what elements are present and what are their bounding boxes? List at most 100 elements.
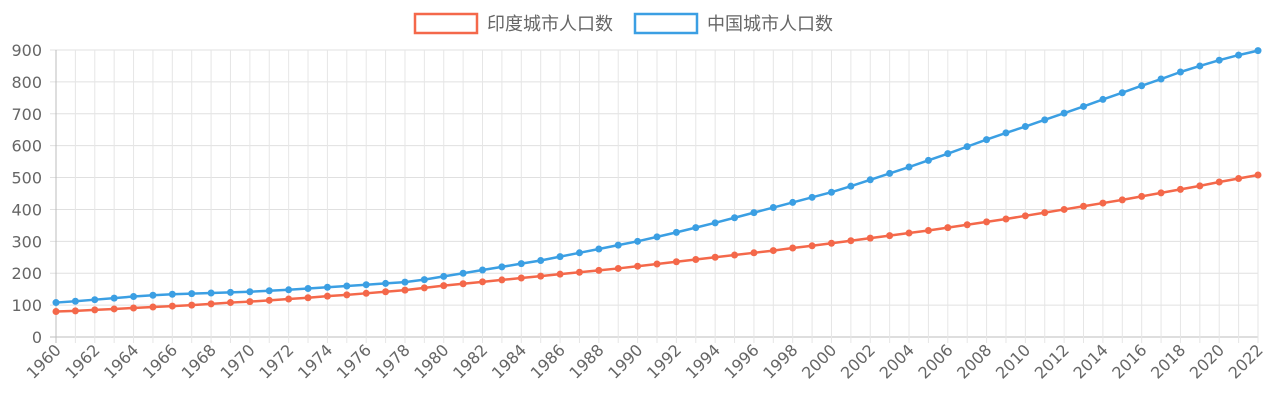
data-point[interactable] [808,193,816,201]
data-point[interactable] [91,296,99,304]
data-point[interactable] [226,299,234,307]
data-point[interactable] [304,285,312,293]
data-point[interactable] [246,298,254,306]
data-point[interactable] [944,150,952,158]
data-point[interactable] [130,304,138,312]
data-point[interactable] [808,242,816,250]
data-point[interactable] [71,307,79,315]
data-point[interactable] [1118,89,1126,97]
data-point[interactable] [924,156,932,164]
data-point[interactable] [692,256,700,264]
data-point[interactable] [207,289,215,297]
data-point[interactable] [634,262,642,270]
data-point[interactable] [944,224,952,232]
data-point[interactable] [1080,102,1088,110]
data-point[interactable] [188,290,196,298]
data-point[interactable] [52,307,60,315]
data-point[interactable] [1021,212,1029,220]
data-point[interactable] [1235,51,1243,59]
data-point[interactable] [672,228,680,236]
data-point[interactable] [827,188,835,196]
data-point[interactable] [711,253,719,261]
data-point[interactable] [343,282,351,290]
data-point[interactable] [149,291,157,299]
data-point[interactable] [517,260,525,268]
data-point[interactable] [498,263,506,271]
data-point[interactable] [556,253,564,261]
data-point[interactable] [1060,109,1068,117]
data-point[interactable] [614,241,622,249]
data-point[interactable] [1235,175,1243,183]
data-point[interactable] [130,293,138,300]
legend-item-india[interactable]: 印度城市人口数 [413,12,613,35]
data-point[interactable] [1157,189,1165,197]
data-point[interactable] [905,229,913,237]
data-point[interactable] [672,258,680,266]
data-point[interactable] [149,303,157,311]
data-point[interactable] [537,256,545,264]
data-point[interactable] [575,268,583,276]
data-point[interactable] [750,209,758,217]
data-point[interactable] [459,280,467,288]
data-point[interactable] [52,299,60,307]
data-point[interactable] [343,291,351,299]
data-point[interactable] [265,287,273,295]
data-point[interactable] [886,169,894,177]
data-point[interactable] [1080,202,1088,210]
data-point[interactable] [1002,215,1010,223]
data-point[interactable] [323,292,331,300]
data-point[interactable] [110,294,118,302]
data-point[interactable] [401,286,409,294]
data-point[interactable] [1118,196,1126,204]
data-point[interactable] [963,143,971,151]
data-point[interactable] [1002,129,1010,137]
data-point[interactable] [614,264,622,272]
data-point[interactable] [575,249,583,257]
data-point[interactable] [362,281,370,289]
data-point[interactable] [323,283,331,291]
data-point[interactable] [265,296,273,304]
data-point[interactable] [168,290,176,298]
data-point[interactable] [459,269,467,277]
data-point[interactable] [886,232,894,240]
data-point[interactable] [1060,205,1068,213]
data-point[interactable] [517,274,525,282]
data-point[interactable] [188,301,196,309]
data-point[interactable] [382,279,390,287]
data-point[interactable] [168,302,176,310]
data-point[interactable] [91,306,99,314]
data-point[interactable] [1041,116,1049,124]
data-point[interactable] [963,221,971,229]
data-point[interactable] [866,234,874,242]
data-point[interactable] [556,270,564,278]
data-point[interactable] [1138,192,1146,200]
data-point[interactable] [110,305,118,313]
data-point[interactable] [420,284,428,292]
data-point[interactable] [827,239,835,247]
data-point[interactable] [1215,178,1223,186]
data-point[interactable] [382,288,390,296]
data-point[interactable] [1196,62,1204,70]
data-point[interactable] [769,247,777,255]
data-point[interactable] [653,233,661,241]
data-point[interactable] [711,219,719,227]
data-point[interactable] [479,278,487,286]
data-point[interactable] [905,163,913,171]
data-point[interactable] [983,218,991,226]
data-point[interactable] [1021,123,1029,131]
data-point[interactable] [285,286,293,294]
data-point[interactable] [1176,68,1184,76]
data-point[interactable] [595,266,603,274]
data-point[interactable] [207,300,215,308]
data-point[interactable] [440,282,448,290]
data-point[interactable] [440,272,448,280]
data-point[interactable] [1176,185,1184,193]
data-point[interactable] [653,260,661,268]
data-point[interactable] [847,182,855,190]
data-point[interactable] [924,226,932,234]
data-point[interactable] [731,214,739,222]
data-point[interactable] [498,276,506,284]
data-point[interactable] [847,237,855,245]
legend-item-china[interactable]: 中国城市人口数 [633,12,833,35]
data-point[interactable] [750,249,758,257]
